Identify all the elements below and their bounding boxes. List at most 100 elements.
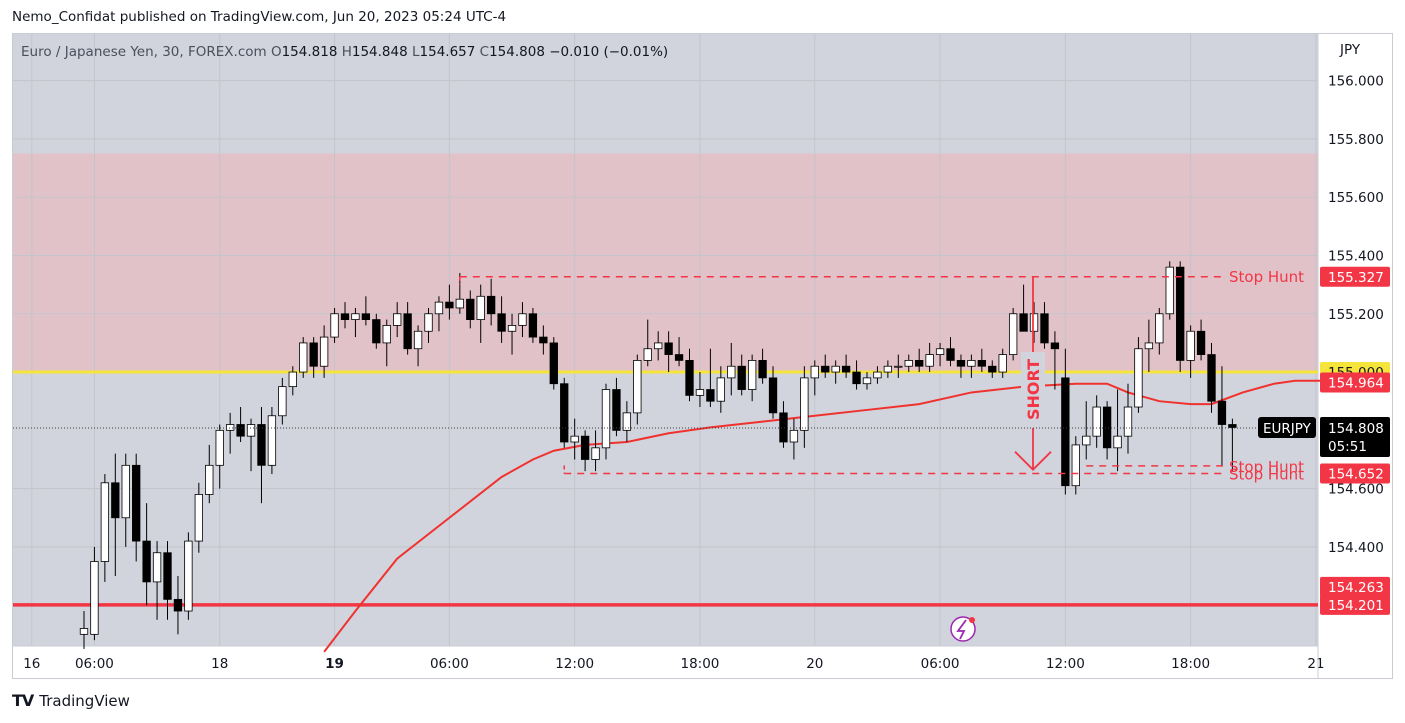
price-label-tag (1320, 594, 1390, 615)
price-chart[interactable]: 16 06:00 18 19 06:00 12:00 18:00 20 06:00 12:00 18… (13, 34, 1392, 678)
candle-body (528, 313, 538, 338)
candle-body (476, 295, 485, 320)
tradingview-logo-icon: TV (12, 691, 34, 710)
candle-body (998, 354, 1007, 373)
candle-body (246, 424, 256, 437)
candle-body (988, 365, 997, 373)
candle-body (278, 386, 287, 417)
candle-body (852, 371, 861, 385)
lightning-icon[interactable] (950, 616, 976, 642)
stop-hunt-low2-label: Stop Hunt (1229, 458, 1304, 476)
candle-body (862, 377, 872, 385)
x-tick-label: 18:00 (680, 656, 719, 672)
candle-body (894, 365, 903, 368)
short-label-bg (1021, 352, 1045, 428)
countdown-text: 05:51 (1328, 439, 1367, 455)
y-tick-label: 155.200 (1328, 307, 1384, 323)
x-tick-label: 18:00 (1171, 656, 1210, 672)
last-price-tag (1320, 417, 1390, 458)
stop-hunt-high-label: Stop Hunt (1229, 268, 1304, 286)
candle-body (967, 359, 976, 367)
x-tick-label: 18 (211, 656, 228, 672)
price-label-text: 154.964 (1328, 376, 1384, 392)
candle-body (1123, 406, 1133, 437)
time-axis-background (13, 646, 1318, 678)
candle-body (100, 482, 110, 562)
supply-zone (13, 153, 1318, 373)
candle-body (810, 365, 819, 379)
candle-body (1019, 313, 1028, 332)
candle-body (935, 348, 945, 355)
symbol-tag (1258, 417, 1316, 439)
candle-body (633, 359, 642, 414)
candle-body (1165, 266, 1174, 315)
candle-body (393, 313, 402, 326)
candle-body (319, 336, 329, 367)
candle-body (288, 371, 297, 388)
chart-frame (12, 33, 1393, 679)
price-label-text: 155.327 (1328, 270, 1384, 286)
x-tick-label: 16 (23, 656, 40, 672)
candle-body (1082, 435, 1091, 446)
candle-body (486, 295, 496, 315)
price-label-text: 154.652 (1328, 466, 1384, 482)
candle-body (309, 342, 318, 367)
candle-body (1228, 424, 1237, 428)
candle-body (580, 435, 590, 460)
candle-body (946, 348, 955, 361)
x-tick-label: 12:00 (1046, 656, 1085, 672)
candle-body (1176, 266, 1185, 361)
y-tick-label: 154.400 (1328, 540, 1384, 556)
candle-body (727, 365, 736, 379)
candle-body (706, 389, 715, 402)
candle-body (1207, 354, 1216, 402)
candle-body (695, 389, 705, 396)
candle-body (90, 561, 99, 635)
candle-body (570, 435, 579, 443)
currency-label: JPY (1339, 42, 1361, 58)
candle-body (152, 552, 162, 583)
candle-body (205, 464, 214, 495)
y-tick-label: 156.000 (1328, 74, 1384, 90)
candle-body (1134, 348, 1143, 408)
y-tick-label: 155.400 (1328, 248, 1384, 264)
moving-average-line (323, 379, 1338, 653)
candle-body (351, 313, 360, 320)
candle-body (1102, 406, 1112, 449)
candle-body (163, 552, 172, 600)
lightning-bolt (956, 619, 967, 640)
x-tick-label: 06:00 (430, 656, 469, 672)
candle-body (873, 371, 882, 379)
candle-body (789, 429, 799, 443)
candle-body (747, 359, 757, 390)
candle-body (372, 319, 381, 344)
short-label: SHORT (1024, 359, 1043, 420)
x-tick-label: 12:00 (555, 656, 594, 672)
price-label-text: 154.201 (1328, 598, 1384, 614)
candle-body (601, 389, 611, 449)
candle-body (612, 389, 621, 431)
candle-body (1071, 444, 1080, 487)
candle-body (1061, 377, 1070, 487)
candle-body (1092, 406, 1101, 437)
candle-body (518, 313, 527, 326)
candle-body (403, 313, 412, 350)
price-label-tag (1320, 576, 1390, 597)
x-tick-label: 19 (325, 656, 344, 672)
candle-body (737, 365, 746, 390)
candle-body (299, 342, 308, 373)
x-tick-label: 06:00 (75, 656, 114, 672)
published-caption: Nemo_Confidat published on TradingView.c… (12, 9, 507, 25)
candle-body (497, 313, 506, 332)
candle-body (977, 359, 986, 367)
candle-body (445, 301, 454, 309)
last-price-text: 154.808 (1328, 421, 1384, 437)
candle-body (132, 464, 141, 542)
candle-body (539, 336, 548, 344)
candle-body (1217, 400, 1227, 425)
candle-body (194, 494, 203, 542)
candle-body (507, 325, 517, 332)
candle-body (361, 313, 371, 320)
candle-body (79, 628, 89, 635)
candle-body (173, 598, 183, 612)
